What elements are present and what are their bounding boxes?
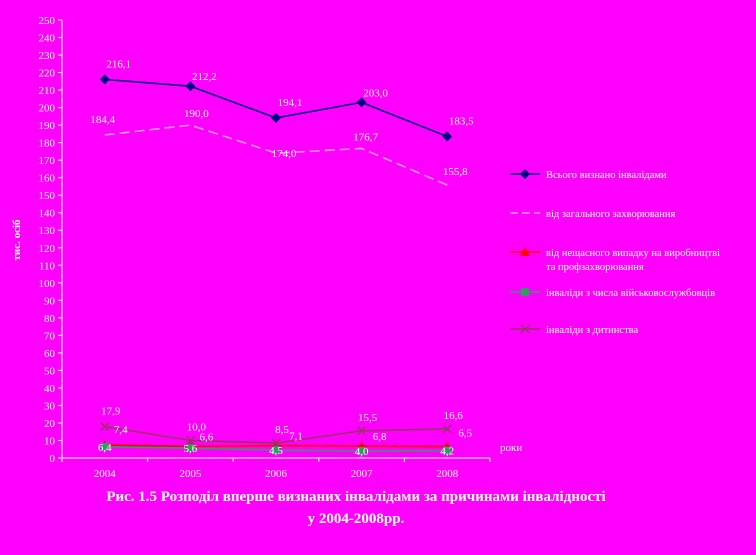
y-tick-label: 250 [39,15,56,27]
data-label: 17,9 [101,406,121,418]
y-axis: 0 10 20 30 40 50 60 70 80 90 100 110 120 130 140 150 160… [39,15,63,465]
data-label: 6,5 [458,428,472,440]
x-tick-label: 2008 [436,468,459,480]
data-label: 6,8 [373,431,387,443]
legend-item: інваліди з числа військовослужбовців [510,288,715,299]
y-tick-label: 80 [44,313,56,325]
y-tick-label: 240 [39,33,56,45]
data-labels: 216,1 212,2 194,1 203,0 183,5 184,4 190,0 174,0… [90,58,474,458]
caption-line-2: у 2004-2008рр. [307,511,405,527]
data-label: 15,5 [358,412,378,424]
y-tick-label: 150 [39,190,56,202]
data-point [186,444,195,453]
data-point [520,247,530,256]
data-label: 194,1 [278,97,303,109]
data-point [520,324,530,334]
data-point [356,97,367,108]
data-label: 10,0 [187,421,207,433]
data-point [271,112,281,123]
data-label: 16,6 [444,410,464,422]
data-label: 184,4 [90,114,115,126]
x-tick-label: 2007 [351,468,374,480]
legend-item: від загального захворювання [510,209,676,220]
y-tick-label: 220 [39,68,56,80]
data-label: 174,0 [272,148,297,160]
y-tick-label: 170 [39,155,56,167]
y-tick-label: 70 [44,330,56,342]
y-tick-label: 30 [44,400,56,412]
data-point [271,438,281,448]
legend-label: від нещасного випадку на виробництві та п… [546,248,720,273]
y-tick-label: 140 [39,208,56,220]
y-tick-label: 110 [39,260,56,272]
y-tick-label: 90 [44,295,56,307]
y-tick-label: 130 [39,225,56,237]
series-line [104,124,448,186]
data-label: 6,4 [98,442,112,454]
x-tick-label: 2004 [94,468,117,480]
y-tick-label: 10 [44,435,56,447]
data-point [442,131,453,142]
x-axis-label: роки [500,442,522,454]
legend-label: Всього визнано інвалідами [546,170,667,181]
data-point [442,424,452,434]
data-point [185,435,195,445]
y-tick-label: 20 [44,418,56,430]
legend-item: від нещасного випадку на виробництві та п… [510,247,720,273]
line-chart: 0 10 20 30 40 50 60 70 80 90 100 110 120 130 140 150 160… [11,15,720,480]
y-tick-label: 160 [39,173,56,185]
data-label: 183,5 [449,116,474,128]
data-point [185,81,196,92]
y-tick-label: 180 [39,138,56,150]
data-label: 216,1 [106,58,131,70]
x-tick-label: 2006 [265,468,288,480]
legend: Всього визнано інвалідами від загального … [510,169,720,336]
data-label: 5,6 [184,443,198,455]
data-point [272,446,280,455]
data-label: 4,2 [440,446,454,458]
y-tick-label: 50 [44,365,56,377]
x-tick-label: 2005 [179,468,202,480]
legend-item: інваліди з дитинства [510,324,638,336]
legend-label: інваліди з числа військовослужбовців [546,288,715,299]
x-axis: 2004 2005 2006 2007 2008 [61,457,491,480]
data-label: 4,5 [269,445,283,457]
data-label: 6,6 [200,431,214,443]
data-point [521,288,529,296]
data-label: 176,7 [353,131,378,143]
y-tick-label: 100 [39,278,56,290]
y-tick-label: 230 [39,50,56,62]
y-tick-label: 210 [39,85,56,97]
series-line [104,78,448,138]
data-point [99,74,110,85]
y-tick-label: 0 [50,453,56,465]
figure-caption: Рис. 1.5 Розподіл вперше визнаних інвалі… [0,486,712,530]
caption-line-1: Рис. 1.5 Розподіл вперше визнаних інвалі… [106,489,606,505]
data-point [100,442,109,451]
legend-label: від загального захворювання [546,209,676,220]
data-point [520,169,530,179]
data-point [100,422,110,432]
y-tick-label: 60 [44,348,56,360]
data-label: 7,4 [114,424,128,436]
legend-label: інваліди з дитинства [546,325,638,336]
series-layer [99,74,453,455]
data-point [443,446,452,455]
y-axis-label: тис. осіб [11,219,23,261]
data-label: 212,2 [192,71,217,83]
y-tick-label: 120 [39,243,56,255]
y-tick-label: 200 [39,103,56,115]
data-label: 7,1 [289,431,303,443]
data-label: 155,8 [443,166,468,178]
data-point [357,426,367,436]
y-tick-label: 190 [39,120,56,132]
data-label: 4,0 [355,446,369,458]
y-tick-label: 40 [44,383,56,395]
data-label: 190,0 [184,108,209,120]
data-point [357,446,366,455]
data-label: 8,5 [275,424,289,436]
data-label: 203,0 [363,87,388,99]
legend-item: Всього визнано інвалідами [510,169,667,181]
